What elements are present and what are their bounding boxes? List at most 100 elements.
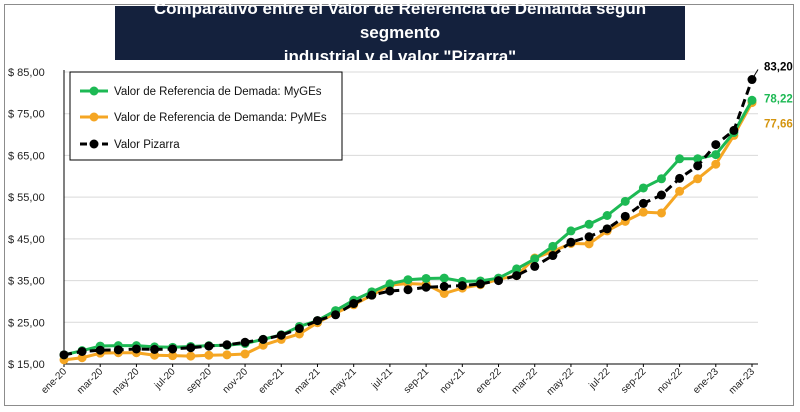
data-point-pizarra — [312, 316, 322, 326]
data-point-pymes — [222, 350, 232, 360]
x-tick-label: nov-21 — [438, 366, 468, 396]
data-point-pizarra — [331, 310, 341, 320]
data-point-pizarra — [95, 345, 105, 355]
legend-item-pymes: Valor de Referencia de Demanda: PyMEs — [80, 112, 327, 124]
x-tick-label: ene-22 — [474, 366, 504, 396]
data-point-pizarra — [367, 290, 377, 300]
data-point-mygES — [638, 183, 648, 193]
legend-label-mygES: Valor de Referencia de Demada: MyGEs — [114, 86, 322, 98]
data-point-pymes — [77, 353, 87, 363]
y-tick-label: $ 75,00 — [8, 109, 45, 121]
y-tick-label: $ 55,00 — [8, 192, 45, 204]
data-point-mygES — [620, 196, 630, 206]
data-point-pymes — [693, 174, 703, 184]
end-label-pizarra: 83,20 — [764, 62, 793, 74]
chart-title: Comparativo entre el Valor de Referencia… — [115, 0, 685, 66]
data-point-mygES — [530, 254, 540, 264]
data-point-pymes — [711, 159, 721, 169]
data-point-pizarra — [602, 224, 612, 234]
x-tick-label: jul-22 — [586, 366, 612, 392]
data-point-pymes — [675, 186, 685, 196]
legend: Valor de Referencia de Demada: MyGEs Val… — [69, 71, 343, 161]
data-point-mygES — [584, 219, 594, 229]
data-point-pizarra — [512, 271, 522, 281]
chart-title-line-2: industrial y el valor "Pizarra" — [283, 47, 517, 66]
data-point-pizarra — [294, 324, 304, 334]
x-tick-label: jul-21 — [369, 366, 395, 392]
legend-item-mygES: Valor de Referencia de Demada: MyGEs — [80, 86, 322, 98]
data-point-pizarra — [729, 125, 739, 135]
x-tick-label: mar-21 — [292, 366, 322, 396]
end-labels: 83,20 78,22 77,66 — [751, 62, 793, 131]
data-point-pymes — [168, 351, 178, 361]
data-point-mygES — [439, 273, 449, 283]
data-point-mygES — [747, 95, 757, 105]
data-point-mygES — [602, 210, 612, 220]
data-point-pizarra — [638, 198, 648, 208]
y-tick-label: $ 85,00 — [8, 67, 45, 79]
data-point-pizarra — [421, 282, 431, 292]
data-point-pizarra — [675, 173, 685, 183]
end-label-leader — [751, 69, 759, 80]
data-point-pizarra — [258, 334, 268, 344]
data-point-pizarra — [276, 330, 286, 340]
data-point-pizarra — [475, 279, 485, 289]
data-point-pizarra — [222, 340, 232, 350]
end-label-pymes: 77,66 — [764, 119, 793, 131]
legend-box — [69, 71, 343, 161]
data-point-mygES — [548, 241, 558, 251]
series-layer — [59, 75, 757, 365]
data-point-pizarra — [693, 161, 703, 171]
x-tick-label: may-22 — [545, 366, 577, 398]
x-tick-label: jul-20 — [152, 366, 178, 392]
data-point-pymes — [204, 350, 214, 360]
y-tick-label: $ 25,00 — [8, 317, 45, 329]
data-point-pizarra — [59, 350, 69, 360]
data-point-pizarra — [457, 281, 467, 291]
data-point-pizarra — [150, 344, 160, 354]
x-tick-label: nov-20 — [221, 366, 251, 396]
data-point-pizarra — [131, 344, 141, 354]
data-point-pizarra — [240, 337, 250, 347]
data-point-pymes — [240, 349, 250, 359]
x-tick-label: sep-20 — [185, 366, 215, 396]
data-point-pizarra — [168, 344, 178, 354]
data-point-pymes — [638, 207, 648, 217]
data-point-pizarra — [711, 140, 721, 150]
data-point-pizarra — [494, 276, 504, 286]
data-point-pizarra — [349, 299, 359, 309]
data-point-mygES — [711, 150, 721, 160]
x-tick-label: ene-23 — [691, 366, 721, 396]
x-tick-label: mar-23 — [727, 366, 757, 396]
data-point-pizarra — [186, 343, 196, 353]
legend-label-pizarra: Valor Pizarra — [114, 139, 180, 151]
data-point-pizarra — [439, 281, 449, 291]
y-tick-label: $ 35,00 — [8, 276, 45, 288]
data-point-pizarra — [584, 232, 594, 242]
y-tick-label: $ 15,00 — [8, 359, 45, 371]
data-point-pizarra — [548, 251, 558, 261]
x-tick-label: ene-21 — [257, 366, 287, 396]
y-tick-label: $ 45,00 — [8, 234, 45, 246]
data-point-mygES — [656, 174, 666, 184]
data-point-mygES — [566, 226, 576, 236]
x-tick-label: mar-22 — [510, 366, 540, 396]
x-tick-label: nov-22 — [655, 366, 685, 396]
data-point-pizarra — [113, 345, 123, 355]
series-pizarra — [59, 75, 757, 360]
chart-frame — [4, 4, 794, 406]
legend-label-pymes: Valor de Referencia de Demanda: PyMEs — [114, 112, 327, 124]
x-tick-label: may-21 — [327, 366, 359, 398]
end-label-mygES: 78,22 — [764, 93, 793, 105]
legend-marker-mygES — [89, 86, 99, 96]
x-tick-label: sep-22 — [619, 366, 649, 396]
data-point-pizarra — [385, 286, 395, 296]
data-point-pizarra — [566, 237, 576, 247]
x-tick-label: may-20 — [110, 366, 142, 398]
legend-item-pizarra: Valor Pizarra — [80, 139, 180, 151]
data-point-pymes — [439, 289, 449, 299]
data-point-mygES — [385, 279, 395, 289]
data-point-pizarra — [656, 190, 666, 200]
x-tick-label: sep-21 — [402, 366, 432, 396]
